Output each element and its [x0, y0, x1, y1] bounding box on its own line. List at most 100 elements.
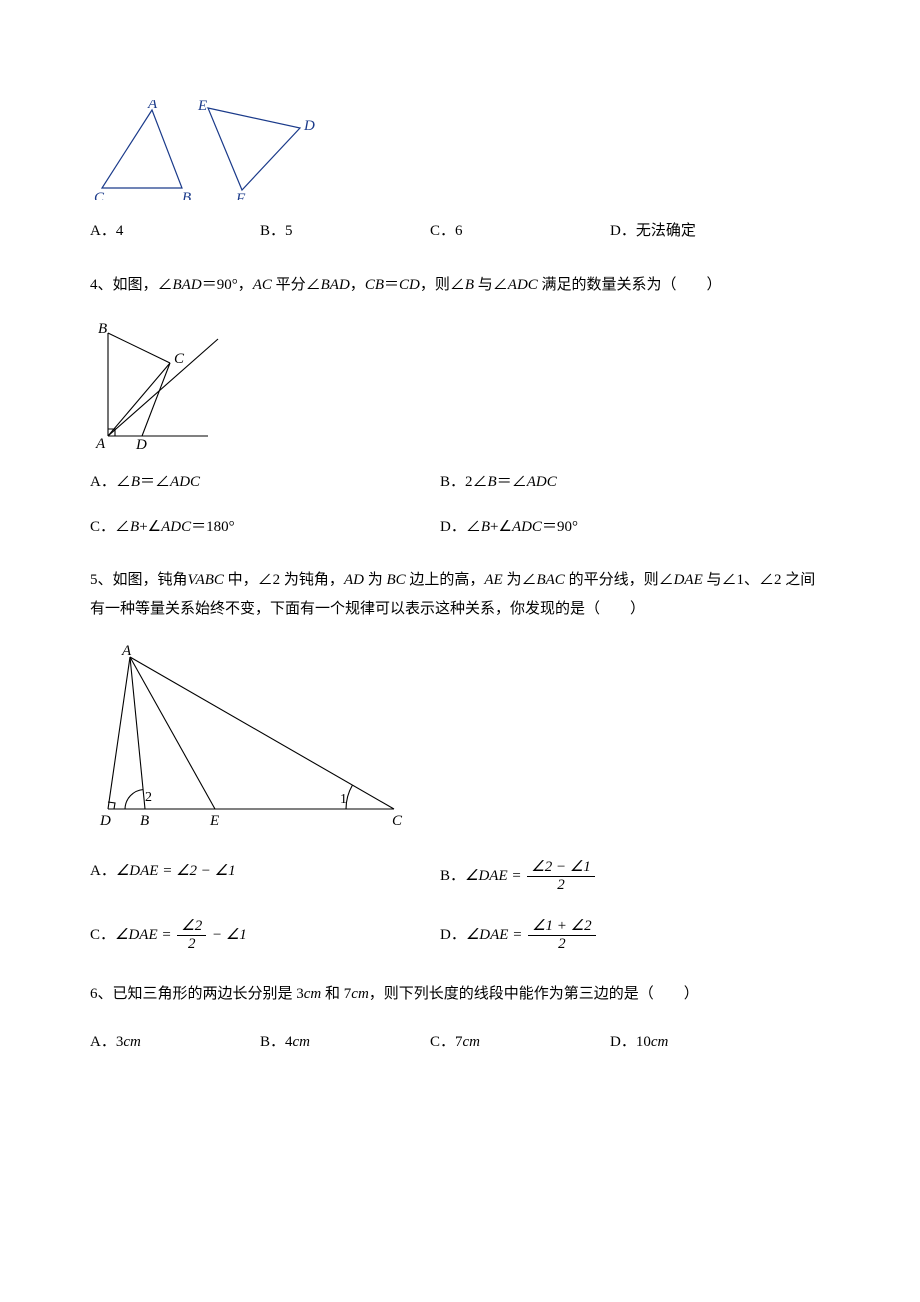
q5-p3: 为: [364, 572, 387, 588]
q4-prefix: 4、如图，∠: [90, 277, 173, 293]
q6b-pre: B．4: [260, 1034, 293, 1050]
q4d-i2: ADC: [512, 519, 542, 535]
q5d-lhs: ∠DAE =: [466, 927, 526, 943]
svg-text:B: B: [98, 321, 107, 337]
q5-tri2: ABC: [196, 572, 224, 588]
q5a-pre: A．: [90, 863, 116, 879]
q3-figure: A B C E D F: [90, 100, 830, 200]
q4d-mid: +∠: [490, 519, 512, 535]
q4c-i2: ADC: [161, 519, 191, 535]
q4c-pre: C．∠: [90, 519, 130, 535]
q6-p1: 6、已知三角形的两边长分别是 3: [90, 986, 304, 1002]
q3-option-a: A．4: [90, 220, 260, 243]
q5-p2: 中，∠2 为钝角，: [224, 572, 344, 588]
q4-t6: B: [465, 277, 474, 293]
q6c-i: cm: [463, 1034, 481, 1050]
q4a-pre: A．∠: [90, 474, 131, 490]
q6-option-a: A．3cm: [90, 1031, 260, 1054]
svg-text:A: A: [121, 645, 132, 659]
svg-text:E: E: [197, 100, 207, 114]
svg-text:A: A: [95, 436, 106, 451]
q3-figure-svg: A B C E D F: [90, 100, 320, 200]
svg-text:C: C: [392, 813, 403, 829]
q4a-i2: ADC: [170, 474, 200, 490]
q4-t2: AC: [253, 277, 272, 293]
q4-t7: ADC: [508, 277, 538, 293]
q6d-i: cm: [651, 1034, 669, 1050]
q5d-den: 2: [528, 936, 596, 952]
q5b-pre: B．: [440, 868, 465, 884]
q6-text: 6、已知三角形的两边长分别是 3cm 和 7cm，则下列长度的线段中能作为第三边…: [90, 980, 830, 1009]
q5a-math: ∠DAE = ∠2 − ∠1: [116, 863, 236, 879]
q4-figure-svg: A B C D: [90, 321, 230, 451]
q5-t2: BC: [386, 572, 405, 588]
q6-u2: cm: [351, 986, 369, 1002]
q5c-pre: C．: [90, 927, 115, 943]
q4-suffix: 满足的数量关系为（ ）: [538, 277, 722, 293]
q4-option-d: D．∠B+∠ADC＝90°: [440, 516, 578, 539]
q5-option-d: D．∠DAE = ∠1 + ∠22: [440, 919, 598, 952]
q4c-i: B: [130, 519, 139, 535]
q5-options-row1: A．∠DAE = ∠2 − ∠1 B．∠DAE = ∠2 − ∠12: [90, 860, 830, 893]
svg-text:E: E: [209, 813, 219, 829]
q6a-i: cm: [123, 1034, 141, 1050]
q4c-suf: ＝180°: [191, 519, 235, 535]
q6-option-c: C．7cm: [430, 1031, 610, 1054]
q4-option-c: C．∠B+∠ADC＝180°: [90, 516, 440, 539]
q4-option-b: B．2∠B＝∠ADC: [440, 471, 557, 494]
q4-t1: BAD: [173, 277, 202, 293]
q5-p5: 为∠: [503, 572, 537, 588]
q4b-i2: ADC: [527, 474, 557, 490]
q5-figure-svg: A D B E C 2 1: [90, 645, 410, 830]
q5-option-a: A．∠DAE = ∠2 − ∠1: [90, 860, 440, 893]
q4b-mid: ＝∠: [497, 474, 527, 490]
q5-t1: AD: [344, 572, 364, 588]
q5-p6: 的平分线，则∠: [565, 572, 674, 588]
q4-option-a: A．∠B＝∠ADC: [90, 471, 440, 494]
q5-p1: 5、如图，钝角: [90, 572, 188, 588]
q4-m2: 平分∠: [272, 277, 321, 293]
q3-options: A．4 B．5 C．6 D．无法确定: [90, 220, 830, 243]
q5-t5: DAE: [674, 572, 703, 588]
svg-text:D: D: [99, 813, 111, 829]
q6a-pre: A．3: [90, 1034, 123, 1050]
svg-text:B: B: [182, 190, 191, 200]
q4c-mid: +∠: [139, 519, 161, 535]
svg-text:D: D: [135, 437, 147, 451]
svg-text:C: C: [174, 351, 185, 367]
q5-tri: V: [188, 572, 196, 588]
q5c-lhs: ∠DAE =: [115, 927, 175, 943]
q6-p3: ，则下列长度的线段中能作为第三边的是（ ）: [369, 986, 699, 1002]
q5d-pre: D．: [440, 927, 466, 943]
svg-text:A: A: [147, 100, 158, 112]
q5-option-b: B．∠DAE = ∠2 − ∠12: [440, 860, 597, 893]
q4b-pre: B．2∠: [440, 474, 488, 490]
q3-option-d: D．无法确定: [610, 220, 696, 243]
q4-m1: ＝90°，: [202, 277, 253, 293]
q4-m5: ，则∠: [420, 277, 465, 293]
svg-text:2: 2: [145, 790, 152, 805]
q4-options-row1: A．∠B＝∠ADC B．2∠B＝∠ADC: [90, 471, 830, 494]
q4b-i: B: [488, 474, 497, 490]
q4a-i: B: [131, 474, 140, 490]
q5-options-row2: C．∠DAE = ∠22 − ∠1 D．∠DAE = ∠1 + ∠22: [90, 919, 830, 952]
q5-figure: A D B E C 2 1: [90, 645, 830, 830]
q6d-pre: D．10: [610, 1034, 651, 1050]
q6-p2: 和 7: [321, 986, 351, 1002]
q5b-den: 2: [527, 877, 595, 893]
q5b-lhs: ∠DAE =: [465, 868, 525, 884]
q6-u1: cm: [304, 986, 322, 1002]
q6-options: A．3cm B．4cm C．7cm D．10cm: [90, 1031, 830, 1054]
q5b-num: ∠2 − ∠1: [527, 860, 595, 877]
q5-text: 5、如图，钝角VABC 中，∠2 为钝角，AD 为 BC 边上的高，AE 为∠B…: [90, 566, 830, 623]
q6-option-d: D．10cm: [610, 1031, 668, 1054]
q5-t4: BAC: [536, 572, 564, 588]
q4d-suf: ＝90°: [542, 519, 578, 535]
q4-text: 4、如图，∠BAD＝90°，AC 平分∠BAD，CB＝CD，则∠B 与∠ADC …: [90, 271, 830, 300]
q4a-mid: ＝∠: [140, 474, 170, 490]
q4-t3: BAD: [321, 277, 350, 293]
q4-t5: CD: [399, 277, 420, 293]
q4-t4: CB: [365, 277, 384, 293]
q4-figure: A B C D: [90, 321, 830, 451]
svg-text:F: F: [235, 191, 246, 200]
